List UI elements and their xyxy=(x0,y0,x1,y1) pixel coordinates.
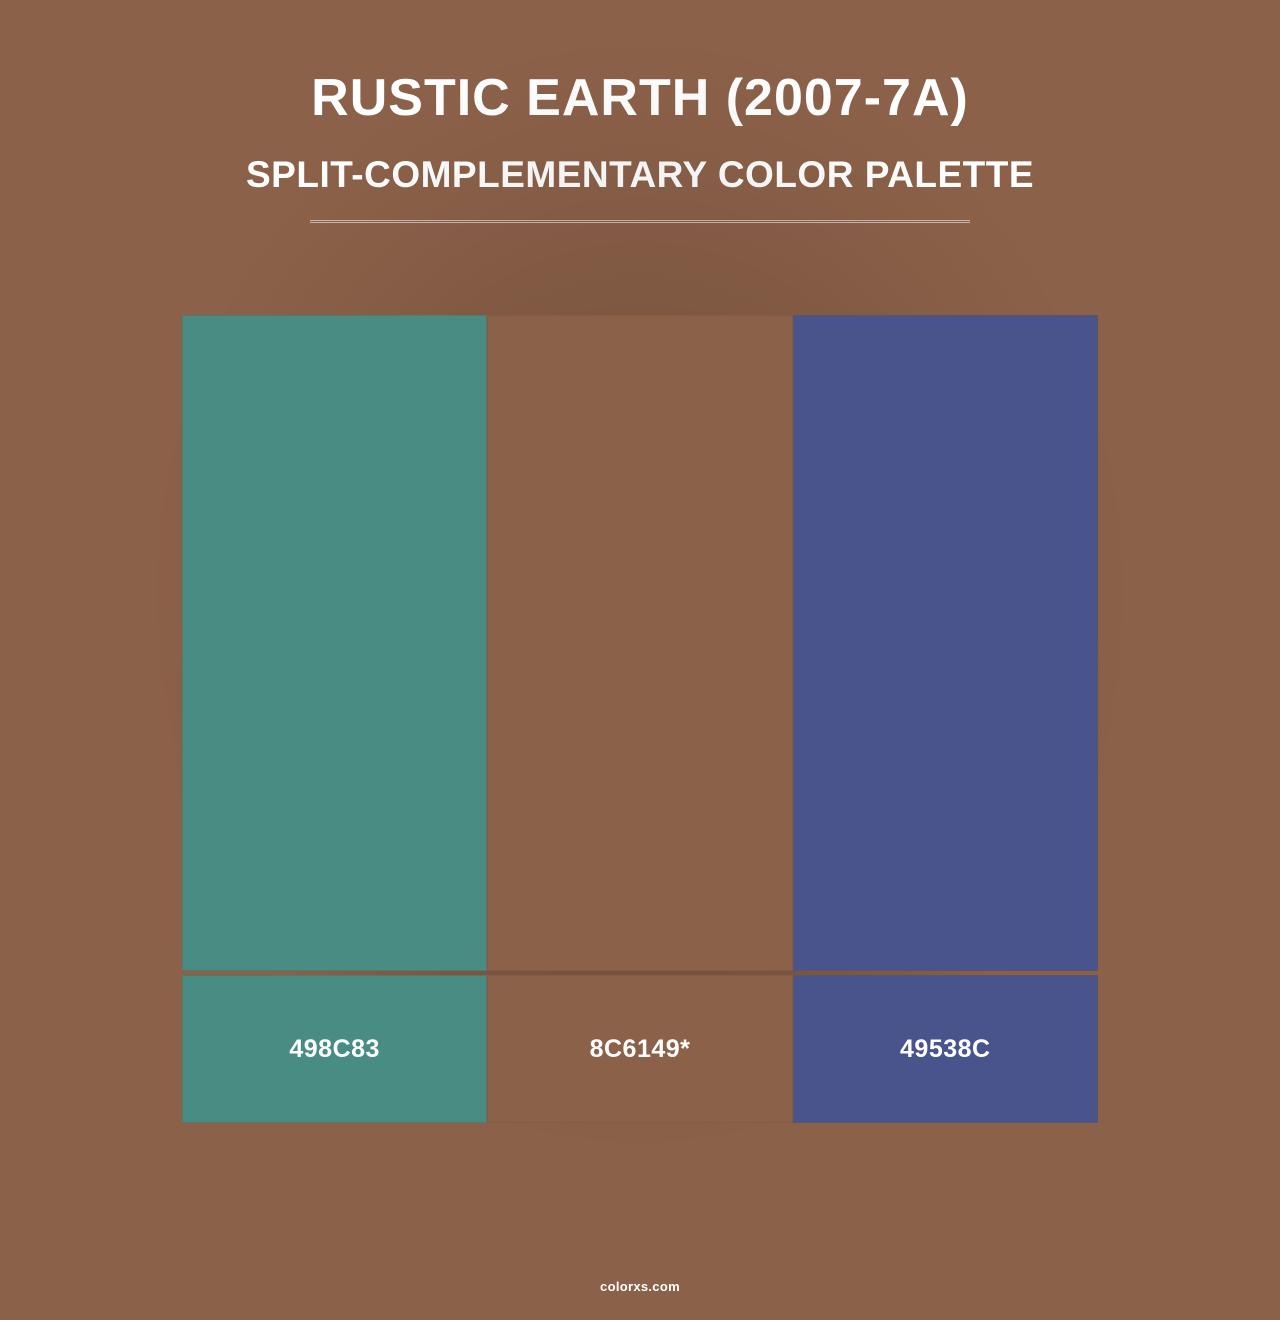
swatch-hex-label: 49538C xyxy=(900,1035,991,1064)
palette-row: 498C83 8C6149* 49538C xyxy=(182,315,1098,1123)
swatch-label-cell: 498C83 xyxy=(182,975,487,1123)
swatch-column: 49538C xyxy=(793,315,1098,1123)
swatch-column: 498C83 xyxy=(182,315,487,1123)
swatch-label-cell: 49538C xyxy=(793,975,1098,1123)
footer-attribution: colorxs.com xyxy=(0,1279,1280,1294)
swatch-hex-label: 8C6149* xyxy=(590,1035,691,1064)
swatch-hex-label: 498C83 xyxy=(289,1035,380,1064)
color-swatch xyxy=(793,315,1098,971)
palette-container: 498C83 8C6149* 49538C xyxy=(182,315,1098,1123)
header-divider xyxy=(310,220,970,223)
color-swatch xyxy=(487,315,792,971)
page-title: RUSTIC EARTH (2007-7A) xyxy=(0,68,1280,128)
header: RUSTIC EARTH (2007-7A) SPLIT-COMPLEMENTA… xyxy=(0,68,1280,223)
swatch-label-cell: 8C6149* xyxy=(487,975,792,1123)
color-swatch xyxy=(182,315,487,971)
page-subtitle: SPLIT-COMPLEMENTARY COLOR PALETTE xyxy=(0,154,1280,196)
swatch-column: 8C6149* xyxy=(487,315,792,1123)
